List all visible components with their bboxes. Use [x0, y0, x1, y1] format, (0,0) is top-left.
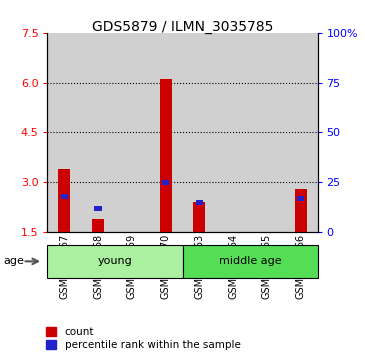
Text: GDS5879 / ILMN_3035785: GDS5879 / ILMN_3035785 [92, 20, 273, 34]
Bar [47, 33, 81, 232]
Bar [295, 189, 307, 232]
Bar [284, 33, 318, 232]
Bar [297, 196, 304, 200]
Bar [81, 33, 115, 232]
Bar [250, 33, 284, 232]
Legend: count, percentile rank within the sample: count, percentile rank within the sample [42, 323, 245, 354]
Bar [115, 33, 149, 232]
Text: middle age: middle age [219, 256, 281, 266]
Bar [95, 206, 102, 211]
Text: age: age [4, 256, 24, 266]
FancyBboxPatch shape [47, 245, 182, 278]
FancyBboxPatch shape [182, 245, 318, 278]
Text: young: young [97, 256, 132, 266]
Bar [193, 203, 205, 232]
Bar [92, 219, 104, 232]
Bar [196, 200, 203, 204]
Bar [149, 33, 182, 232]
Bar [216, 33, 250, 232]
Bar [58, 169, 70, 232]
Bar [160, 79, 172, 232]
Bar [61, 194, 68, 199]
Bar [182, 33, 216, 232]
Bar [162, 180, 169, 184]
